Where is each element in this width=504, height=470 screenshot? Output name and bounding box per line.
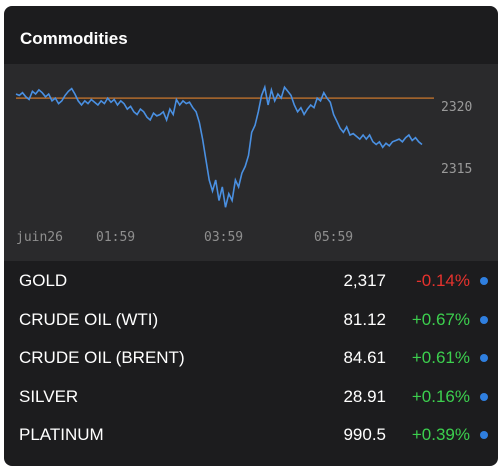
price-chart[interactable]: 2320 2315 juin26 01:59 03:59 05:59 bbox=[4, 64, 498, 261]
status-dot-icon bbox=[480, 277, 488, 285]
list-item[interactable]: CRUDE OIL (BRENT) 84.61 +0.61% bbox=[4, 339, 498, 378]
list-item[interactable]: SILVER 28.91 +0.16% bbox=[4, 378, 498, 417]
x-tick-label: 03:59 bbox=[204, 230, 243, 245]
status-dot-icon bbox=[480, 431, 488, 439]
status-dot-icon bbox=[480, 392, 488, 401]
commodity-change: +0.61% bbox=[411, 348, 470, 367]
commodity-price: 2,317 bbox=[343, 271, 386, 290]
x-tick-label: 05:59 bbox=[314, 230, 353, 245]
commodity-price: 28.91 bbox=[343, 386, 386, 406]
x-tick-label: 01:59 bbox=[96, 230, 135, 245]
commodity-price: 990.5 bbox=[343, 425, 386, 444]
y-tick-label: 2315 bbox=[441, 162, 472, 177]
commodity-name: CRUDE OIL (BRENT) bbox=[19, 348, 185, 367]
x-tick-label: juin26 bbox=[16, 230, 63, 245]
commodities-widget: Commodities 2320 2315 juin26 01:59 03:59… bbox=[4, 6, 498, 466]
commodity-name: CRUDE OIL (WTI) bbox=[19, 309, 159, 329]
price-chart-svg: 2320 2315 juin26 01:59 03:59 05:59 bbox=[15, 84, 472, 245]
price-series-line bbox=[15, 84, 423, 208]
list-item[interactable]: CRUDE OIL (WTI) 81.12 +0.67% bbox=[4, 301, 498, 340]
commodity-price: 84.61 bbox=[343, 348, 386, 367]
commodity-change: -0.14% bbox=[416, 271, 470, 290]
widget-header: Commodities bbox=[4, 6, 498, 64]
y-tick-label: 2320 bbox=[441, 100, 472, 115]
list-item[interactable]: GOLD 2,317 -0.14% bbox=[4, 262, 498, 301]
status-dot-icon bbox=[480, 315, 488, 324]
commodity-change: +0.16% bbox=[411, 386, 470, 406]
commodity-name: PLATINUM bbox=[19, 425, 104, 444]
commodity-name: GOLD bbox=[19, 271, 68, 290]
widget-title: Commodities bbox=[20, 29, 128, 48]
commodity-list: GOLD 2,317 -0.14% CRUDE OIL (WTI) 81.12 … bbox=[4, 262, 498, 455]
commodity-change: +0.67% bbox=[411, 309, 470, 329]
list-item[interactable]: PLATINUM 990.5 +0.39% bbox=[4, 416, 498, 455]
commodity-price: 81.12 bbox=[343, 309, 386, 329]
commodity-change: +0.39% bbox=[411, 425, 470, 444]
commodity-name: SILVER bbox=[19, 386, 79, 406]
status-dot-icon bbox=[480, 354, 488, 362]
